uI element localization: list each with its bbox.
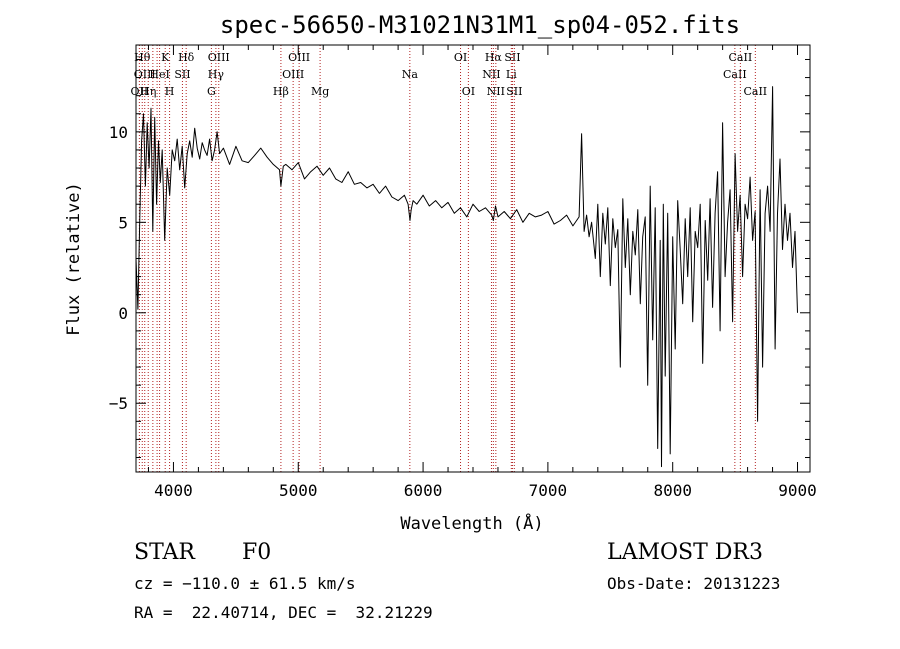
line-marker-label: OII — [131, 85, 149, 98]
x-tick-label: 8000 — [653, 481, 692, 500]
line-marker-label: K — [161, 51, 170, 64]
coordinates: RA = 22.40714, DEC = 32.21229 — [134, 603, 433, 622]
y-tick-label: 0 — [118, 304, 128, 323]
line-marker-label: Hθ — [134, 51, 151, 64]
line-marker-label: Li — [506, 68, 517, 81]
line-marker-label: OIII — [208, 51, 230, 64]
line-marker-label: CaII — [729, 51, 753, 64]
redshift-velocity: cz = −110.0 ± 61.5 km/s — [134, 574, 356, 593]
x-axis-label: Wavelength (Å) — [400, 512, 543, 534]
line-marker-label: Na — [402, 68, 419, 81]
line-marker-label: SII — [506, 85, 522, 98]
line-marker-label: NII — [482, 68, 500, 81]
x-tick-label: 5000 — [279, 481, 318, 500]
y-tick-label: 10 — [109, 123, 128, 142]
spectral-line-markers: OIIHθOIIIHηHeIKHSIIHδGHγOIIIHβOIIIOIIIMg… — [131, 45, 767, 472]
line-marker-label: NII — [487, 85, 505, 98]
series-line-flux — [135, 86, 798, 468]
x-tick-label: 6000 — [404, 481, 443, 500]
line-marker-label: Mg — [311, 85, 329, 98]
line-marker-label: SII — [504, 51, 520, 64]
chart-title: spec-56650-M31021N31M1_sp04-052.fits — [220, 11, 740, 39]
line-marker-label: HeI — [149, 68, 169, 81]
object-class: STAR — [134, 540, 195, 565]
series-layer — [135, 86, 798, 468]
line-marker-label: Hα — [485, 51, 503, 64]
axis-ticks: 4000 5000 6000 7000 8000 9000 −5 0 5 10 — [109, 45, 817, 500]
x-tick-label: 9000 — [778, 481, 817, 500]
line-marker-label: CaII — [723, 68, 747, 81]
plot-frame — [135, 44, 811, 473]
line-marker-label: OIII — [288, 51, 310, 64]
line-marker-label: OIII — [282, 68, 304, 81]
y-tick-label: 5 — [118, 213, 128, 232]
line-marker-label: SII — [174, 68, 190, 81]
line-marker-label: G — [207, 85, 216, 98]
line-marker-label: Hβ — [273, 85, 289, 98]
object-subclass: F0 — [242, 540, 272, 565]
line-marker-label: OI — [454, 51, 467, 64]
line-marker-label: CaII — [743, 85, 767, 98]
y-tick-label: −5 — [109, 394, 128, 413]
y-axis-label: Flux (relative) — [64, 182, 84, 336]
survey-name: LAMOST DR3 — [607, 540, 763, 565]
line-marker-label: H — [165, 85, 175, 98]
line-marker-label: OI — [462, 85, 475, 98]
x-tick-label: 4000 — [154, 481, 193, 500]
observation-date: Obs-Date: 20131223 — [607, 574, 781, 593]
line-marker-label: Hγ — [208, 68, 225, 81]
x-tick-label: 7000 — [529, 481, 568, 500]
line-marker-label: Hδ — [178, 51, 195, 64]
line-marker-label: Hη — [140, 85, 156, 98]
